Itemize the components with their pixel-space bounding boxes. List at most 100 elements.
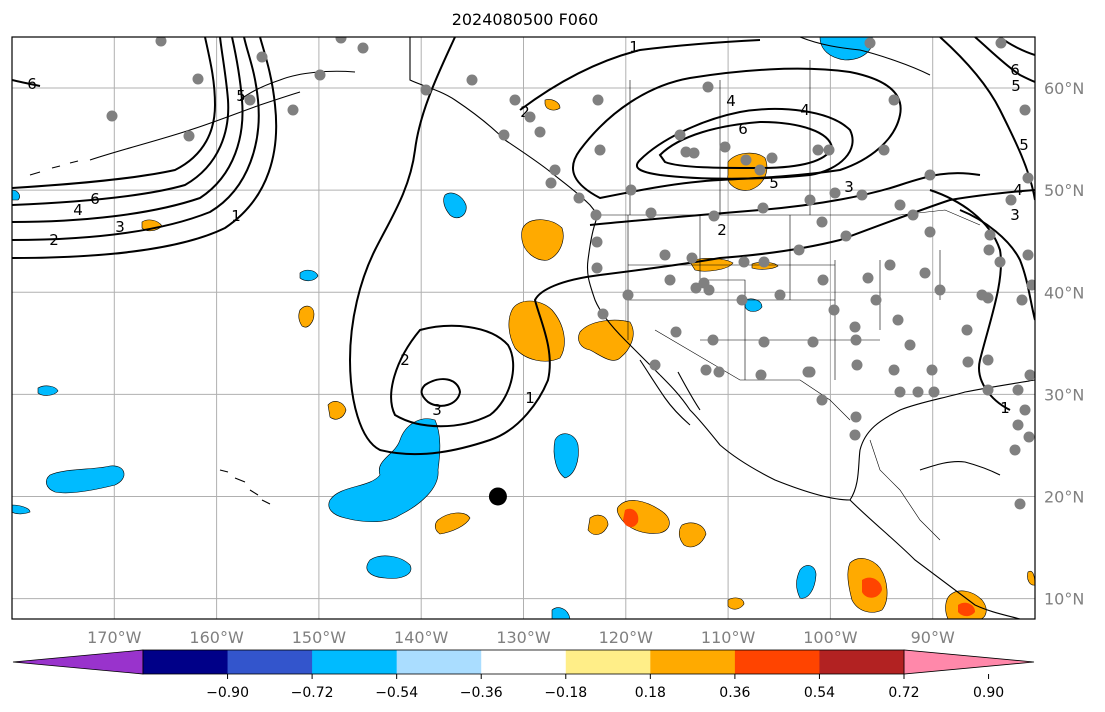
station-dot: [590, 209, 602, 221]
colorbar-segment: [565, 650, 651, 674]
contour-label: 5: [1019, 136, 1029, 154]
latitude-label: 30°N: [1044, 385, 1084, 404]
station-dot: [509, 94, 521, 106]
station-dot: [934, 284, 946, 296]
longitude-tick-labels: 170°W 160°W 150°W 140°W 130°W 120°W 110°W 100°W…: [87, 628, 955, 647]
station-dot: [850, 411, 862, 423]
station-dot: [984, 229, 996, 241]
station-dot: [702, 81, 714, 93]
station-dot: [904, 339, 916, 351]
station-dot: [1009, 444, 1021, 456]
longitude-label: 110°W: [701, 628, 756, 647]
station-dot: [862, 272, 874, 284]
station-dot: [738, 256, 750, 268]
station-dot: [622, 289, 634, 301]
station-dot: [758, 336, 770, 348]
colorbar-label: 0.18: [635, 685, 666, 701]
station-dot: [1005, 194, 1017, 206]
target-location-marker: [488, 487, 507, 506]
station-dot: [816, 394, 828, 406]
contour-label: 5: [769, 174, 779, 192]
station-dot: [594, 144, 606, 156]
station-dot: [892, 314, 904, 326]
contour-label: 3: [844, 178, 854, 196]
station-dot: [686, 252, 698, 264]
station-dot: [856, 189, 868, 201]
map-frame: [11, 36, 1036, 620]
station-dot: [736, 294, 748, 306]
station-dot: [961, 324, 973, 336]
station-dot: [757, 202, 769, 214]
station-dot: [928, 386, 940, 398]
station-dot: [713, 366, 725, 378]
contour-label: 1: [629, 38, 639, 56]
contour-label: 1: [1000, 399, 1010, 417]
longitude-label: 130°W: [496, 628, 551, 647]
station-dot: [924, 226, 936, 238]
station-dot: [812, 144, 824, 156]
contour-label: 6: [738, 120, 748, 138]
station-dot: [754, 164, 766, 176]
station-dot: [335, 37, 347, 44]
station-dot: [755, 369, 767, 381]
station-dot: [774, 289, 786, 301]
station-dot: [888, 364, 900, 376]
station-dot: [849, 321, 861, 333]
contour-label: 5: [236, 87, 246, 105]
contour-label: 4: [800, 101, 810, 119]
station-dot: [592, 94, 604, 106]
station-dot: [894, 386, 906, 398]
station-dot: [758, 256, 770, 268]
colorbar-segment: [819, 650, 905, 674]
station-dot: [924, 169, 936, 181]
station-dot: [1019, 104, 1031, 116]
station-dot: [983, 244, 995, 256]
map-title: 2024080500 F060: [451, 10, 599, 29]
station-dot: [849, 429, 861, 441]
station-dot: [688, 147, 700, 159]
station-dot: [591, 262, 603, 274]
station-dot: [719, 141, 731, 153]
station-dot: [244, 94, 256, 106]
coastlines: [29, 37, 1035, 619]
colorbar-label: 0.54: [804, 685, 835, 701]
station-dot: [994, 256, 1006, 268]
longitude-label: 160°W: [189, 628, 244, 647]
station-dot: [591, 236, 603, 248]
station-dot: [884, 259, 896, 271]
colorbar-segment: [734, 650, 820, 674]
station-dot: [1024, 369, 1035, 381]
station-dot: [1023, 431, 1035, 443]
station-dot: [888, 94, 900, 106]
station-dot: [1012, 384, 1024, 396]
colorbar-label: 0.90: [973, 685, 1004, 701]
station-dot: [1022, 172, 1034, 184]
latitude-label: 50°N: [1044, 181, 1084, 200]
latitude-tick-labels: 10°N 20°N 30°N 40°N 50°N 60°N: [1044, 79, 1084, 609]
station-dot: [524, 111, 536, 123]
longitude-label: 150°W: [292, 628, 347, 647]
station-dot: [707, 334, 719, 346]
station-dot: [870, 294, 882, 306]
station-dot: [573, 192, 585, 204]
station-markers: [106, 37, 1035, 510]
latitude-label: 20°N: [1044, 487, 1084, 506]
station-dot: [703, 284, 715, 296]
station-dot: [995, 37, 1007, 49]
colorbar-label: 0.72: [888, 685, 919, 701]
station-dot: [851, 359, 863, 371]
station-dot: [894, 199, 906, 211]
station-dot: [498, 129, 510, 141]
contour-label: 4: [73, 201, 83, 219]
longitude-label: 90°W: [911, 628, 955, 647]
longitude-label: 170°W: [87, 628, 142, 647]
longitude-label: 100°W: [803, 628, 858, 647]
latitude-label: 60°N: [1044, 79, 1084, 98]
station-dot: [1022, 249, 1034, 261]
contour-label: 6: [90, 190, 100, 208]
station-dot: [549, 164, 561, 176]
contour-label: 4: [726, 92, 736, 110]
station-dot: [850, 334, 862, 346]
